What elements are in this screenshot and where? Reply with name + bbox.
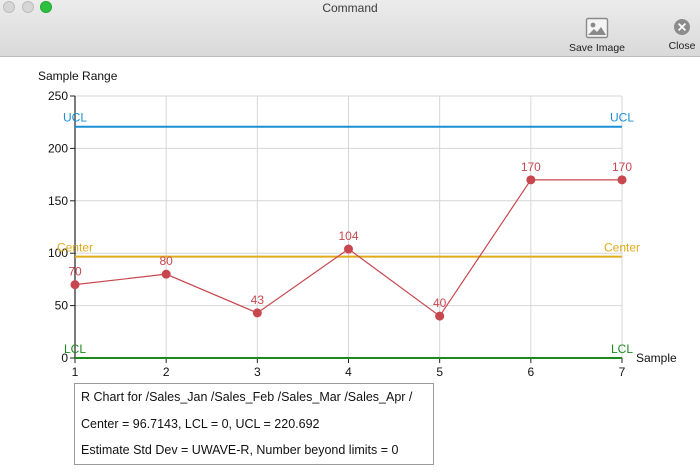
data-point <box>344 244 353 254</box>
control-line-label-left: LCL <box>64 342 86 356</box>
y-tick-label: 250 <box>48 89 68 103</box>
title-bar: Command Save Image Close <box>0 0 700 57</box>
window-minimize-light[interactable] <box>22 1 34 13</box>
image-icon <box>585 17 609 39</box>
x-tick-label: 6 <box>527 365 534 379</box>
data-label: 170 <box>521 160 541 174</box>
x-tick-label: 2 <box>163 365 170 379</box>
y-tick-label: 0 <box>61 351 68 365</box>
y-tick-label: 100 <box>48 246 68 260</box>
window-zoom-light[interactable] <box>40 1 52 13</box>
window-close-light[interactable] <box>3 1 15 13</box>
info-line-estimate: Estimate Std Dev = UWAVE-R, Number beyon… <box>81 443 399 457</box>
y-tick-label: 200 <box>48 141 68 155</box>
x-tick-label: 1 <box>72 365 79 379</box>
control-line-label-right: LCL <box>611 342 633 356</box>
x-tick-label: 5 <box>436 365 443 379</box>
control-line-label-right: UCL <box>610 111 634 125</box>
r-chart: 0 50 100 150 200 250 1 2 3 4 5 6 7 Sample Range Sample… <box>38 69 677 379</box>
y-axis-label: Sample Range <box>38 69 118 83</box>
data-label: 80 <box>159 254 173 268</box>
control-line-label-left: UCL <box>63 111 87 125</box>
data-label: 170 <box>612 160 632 174</box>
y-tick-label: 50 <box>55 299 69 313</box>
close-icon <box>674 19 690 35</box>
window-title: Command <box>322 1 378 15</box>
x-tick-label: 7 <box>619 365 626 379</box>
data-label: 70 <box>68 265 82 279</box>
data-point <box>617 175 627 185</box>
data-point <box>252 308 262 318</box>
data-label: 43 <box>251 293 265 307</box>
x-axis-label: Sample <box>636 351 677 365</box>
data-label: 40 <box>433 296 447 310</box>
y-tick-label: 150 <box>48 194 68 208</box>
save-image-label: Save Image <box>568 42 626 54</box>
chart-info-box: R Chart for /Sales_Jan /Sales_Feb /Sales… <box>74 383 434 465</box>
info-line-limits: Center = 96.7143, LCL = 0, UCL = 220.692 <box>81 417 320 431</box>
x-tick-label: 3 <box>254 365 261 379</box>
data-point <box>161 269 171 279</box>
save-image-button[interactable]: Save Image <box>566 17 628 54</box>
data-point <box>70 280 80 290</box>
data-label: 104 <box>338 229 358 243</box>
x-tick-label: 4 <box>345 365 352 379</box>
control-line-label-left: Center <box>57 241 93 255</box>
close-button[interactable]: Close <box>662 17 700 52</box>
data-point <box>526 175 536 185</box>
close-label: Close <box>668 40 696 52</box>
data-point <box>435 311 445 321</box>
info-line-title: R Chart for /Sales_Jan /Sales_Feb /Sales… <box>81 390 413 404</box>
control-line-label-right: Center <box>604 241 640 255</box>
